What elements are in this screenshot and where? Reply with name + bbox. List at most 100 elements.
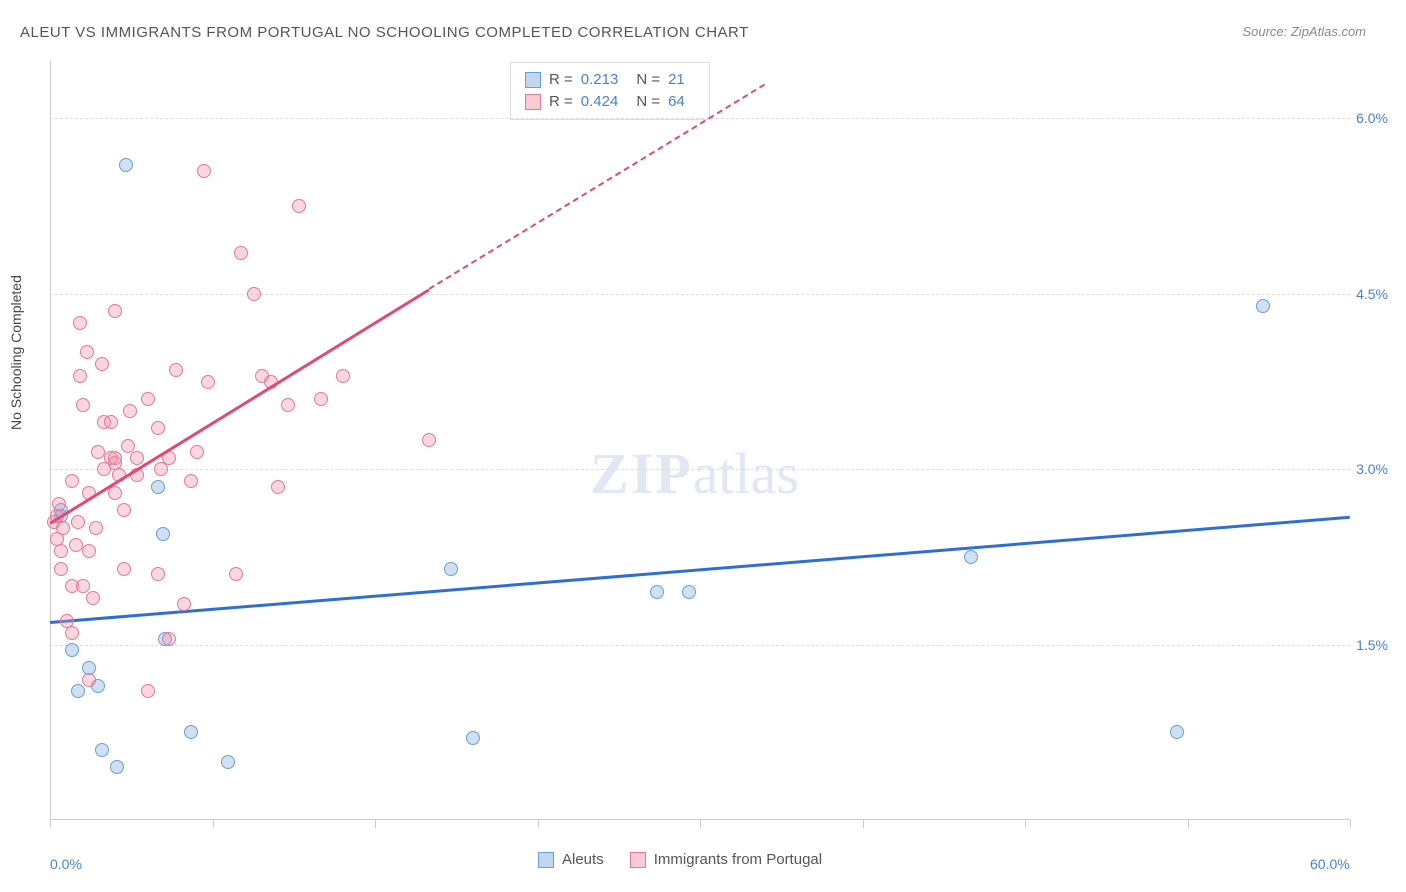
scatter-point xyxy=(229,567,243,581)
scatter-point xyxy=(151,480,165,494)
scatter-point xyxy=(54,562,68,576)
scatter-point xyxy=(108,486,122,500)
scatter-point xyxy=(108,451,122,465)
scatter-point xyxy=(119,158,133,172)
scatter-point xyxy=(292,199,306,213)
legend-stats-row: R = 0.213 N = 21 xyxy=(525,69,695,91)
scatter-point xyxy=(141,392,155,406)
legend-series-label: Immigrants from Portugal xyxy=(654,851,822,868)
y-axis-label: No Schooling Completed xyxy=(8,275,24,430)
scatter-point xyxy=(169,363,183,377)
scatter-point xyxy=(336,369,350,383)
scatter-point xyxy=(65,626,79,640)
scatter-point xyxy=(56,521,70,535)
y-tick-label: 3.0% xyxy=(1356,461,1388,477)
scatter-point xyxy=(71,515,85,529)
scatter-point xyxy=(234,246,248,260)
legend-series-label: Aleuts xyxy=(562,851,604,868)
x-tick-mark xyxy=(863,820,864,828)
scatter-point xyxy=(86,591,100,605)
scatter-point xyxy=(201,375,215,389)
legend-n-label: N = xyxy=(636,91,660,113)
scatter-point xyxy=(151,567,165,581)
x-tick-mark xyxy=(1025,820,1026,828)
legend-swatch-aleuts xyxy=(525,72,541,88)
scatter-point xyxy=(650,585,664,599)
legend-n-value: 64 xyxy=(668,91,685,113)
scatter-point xyxy=(76,579,90,593)
x-tick-mark xyxy=(538,820,539,828)
scatter-point xyxy=(184,725,198,739)
chart-title: ALEUT VS IMMIGRANTS FROM PORTUGAL NO SCH… xyxy=(20,24,749,41)
scatter-point xyxy=(156,527,170,541)
scatter-point xyxy=(82,673,96,687)
scatter-point xyxy=(271,480,285,494)
scatter-point xyxy=(95,357,109,371)
legend-swatch-portugal xyxy=(630,852,646,868)
scatter-point xyxy=(281,398,295,412)
scatter-point xyxy=(117,562,131,576)
scatter-point xyxy=(444,562,458,576)
legend-r-label: R = xyxy=(549,91,573,113)
scatter-point xyxy=(52,497,66,511)
legend-n-value: 21 xyxy=(668,69,685,91)
scatter-point xyxy=(151,421,165,435)
legend-r-label: R = xyxy=(549,69,573,91)
scatter-point xyxy=(91,445,105,459)
scatter-point xyxy=(80,345,94,359)
x-tick-label: 0.0% xyxy=(50,856,82,872)
scatter-point xyxy=(177,597,191,611)
scatter-point xyxy=(89,521,103,535)
scatter-point xyxy=(964,550,978,564)
chart-plot-area xyxy=(50,60,1350,820)
scatter-point xyxy=(117,503,131,517)
scatter-point xyxy=(104,415,118,429)
legend-r-value: 0.424 xyxy=(581,91,619,113)
x-tick-mark xyxy=(375,820,376,828)
legend-stats-row: R = 0.424 N = 64 xyxy=(525,91,695,113)
x-tick-mark xyxy=(1350,820,1351,828)
scatter-point xyxy=(95,743,109,757)
scatter-point xyxy=(1256,299,1270,313)
scatter-point xyxy=(71,684,85,698)
x-tick-mark xyxy=(700,820,701,828)
scatter-point xyxy=(466,731,480,745)
y-tick-label: 1.5% xyxy=(1356,637,1388,653)
x-tick-mark xyxy=(213,820,214,828)
scatter-point xyxy=(65,643,79,657)
scatter-point xyxy=(73,369,87,383)
scatter-point xyxy=(141,684,155,698)
scatter-point xyxy=(314,392,328,406)
scatter-point xyxy=(154,462,168,476)
scatter-point xyxy=(247,287,261,301)
scatter-point xyxy=(190,445,204,459)
scatter-point xyxy=(682,585,696,599)
gridline xyxy=(50,118,1350,119)
scatter-point xyxy=(130,451,144,465)
x-tick-mark xyxy=(1188,820,1189,828)
scatter-point xyxy=(73,316,87,330)
legend-r-value: 0.213 xyxy=(581,69,619,91)
scatter-point xyxy=(184,474,198,488)
scatter-point xyxy=(1170,725,1184,739)
gridline xyxy=(50,469,1350,470)
x-tick-label: 60.0% xyxy=(1310,856,1350,872)
legend-series: Aleuts Immigrants from Portugal xyxy=(520,851,822,868)
legend-n-label: N = xyxy=(636,69,660,91)
scatter-point xyxy=(69,538,83,552)
legend-swatch-aleuts xyxy=(538,852,554,868)
scatter-point xyxy=(82,544,96,558)
legend-stats: R = 0.213 N = 21 R = 0.424 N = 64 xyxy=(510,62,710,120)
scatter-point xyxy=(110,760,124,774)
scatter-point xyxy=(54,544,68,558)
scatter-point xyxy=(65,474,79,488)
gridline xyxy=(50,645,1350,646)
scatter-point xyxy=(422,433,436,447)
scatter-point xyxy=(162,632,176,646)
scatter-point xyxy=(76,398,90,412)
scatter-point xyxy=(221,755,235,769)
source-attribution: Source: ZipAtlas.com xyxy=(1242,24,1366,39)
legend-swatch-portugal xyxy=(525,94,541,110)
scatter-point xyxy=(108,304,122,318)
y-tick-label: 6.0% xyxy=(1356,110,1388,126)
